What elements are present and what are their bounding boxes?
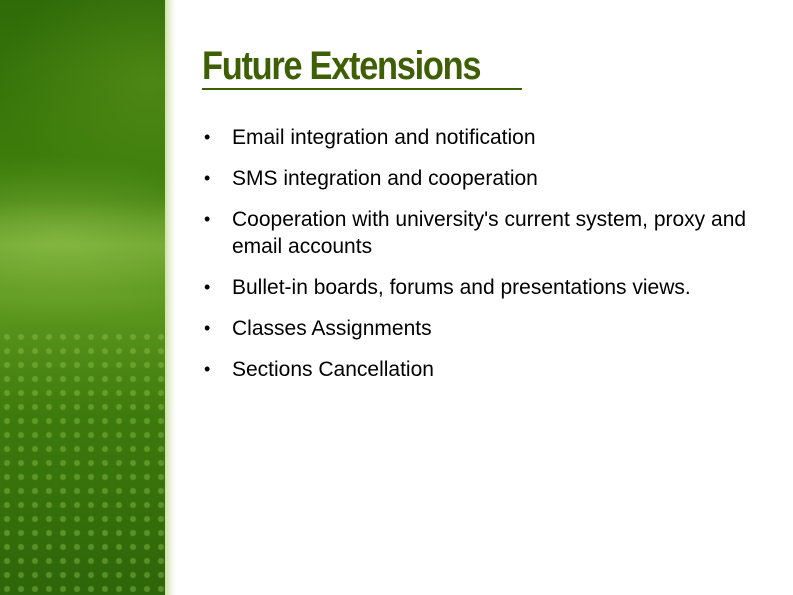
- bullet-item: Email integration and notification: [202, 124, 762, 151]
- band-dot-pattern: [0, 330, 165, 595]
- bullet-item: Classes Assignments: [202, 315, 762, 342]
- bullet-item: SMS integration and cooperation: [202, 165, 762, 192]
- bullet-item: Sections Cancellation: [202, 356, 762, 383]
- band-glow: [0, 200, 165, 290]
- title-underline: [202, 88, 522, 90]
- band-edge: [165, 0, 175, 595]
- bullet-item: Bullet-in boards, forums and presentatio…: [202, 274, 762, 301]
- decorative-side-band: [0, 0, 165, 595]
- bullet-list: Email integration and notification SMS i…: [202, 124, 762, 397]
- bullet-item: Cooperation with university's current sy…: [202, 206, 762, 260]
- slide-title: Future Extensions: [202, 44, 481, 88]
